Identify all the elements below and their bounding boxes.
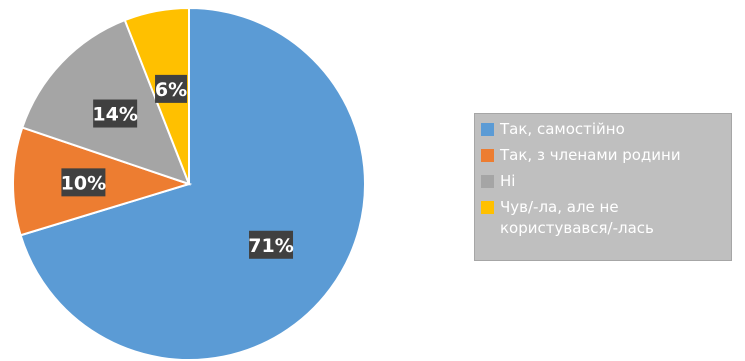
legend-label-self: Так, самостійно bbox=[500, 120, 625, 138]
legend-item-heard: Чув/-ла, але не користувався/-лась bbox=[481, 197, 725, 239]
data-label-no: 14% bbox=[92, 99, 138, 128]
legend-label-family: Так, з членами родини bbox=[500, 146, 681, 164]
data-label-text-heard: 6% bbox=[155, 79, 187, 101]
data-label-bg-self bbox=[249, 230, 294, 259]
data-label-text-self: 71% bbox=[248, 235, 293, 257]
data-label-family: 10% bbox=[61, 168, 106, 197]
legend-item-family: Так, з членами родини bbox=[481, 145, 725, 166]
chart-legend: Так, самостійно Так, з членами родини Ні… bbox=[474, 113, 732, 261]
legend-label-heard: Чув/-ла, але не користувався/-лась bbox=[500, 198, 654, 237]
data-label-text-family: 10% bbox=[61, 172, 106, 194]
data-label-bg-family bbox=[61, 168, 106, 197]
legend-item-self: Так, самостійно bbox=[481, 119, 725, 140]
legend-swatch-heard bbox=[481, 201, 494, 214]
legend-item-no: Ні bbox=[481, 171, 725, 192]
legend-swatch-family bbox=[481, 149, 494, 162]
legend-label-no: Ні bbox=[500, 172, 516, 190]
legend-swatch-self bbox=[481, 123, 494, 136]
data-label-bg-heard bbox=[155, 74, 188, 103]
data-label-heard: 6% bbox=[155, 74, 188, 103]
data-label-text-no: 14% bbox=[92, 104, 137, 126]
legend-swatch-no bbox=[481, 175, 494, 188]
data-label-bg-no bbox=[93, 99, 138, 128]
pie-slice-self bbox=[19, 6, 366, 361]
data-label-self: 71% bbox=[248, 230, 294, 259]
